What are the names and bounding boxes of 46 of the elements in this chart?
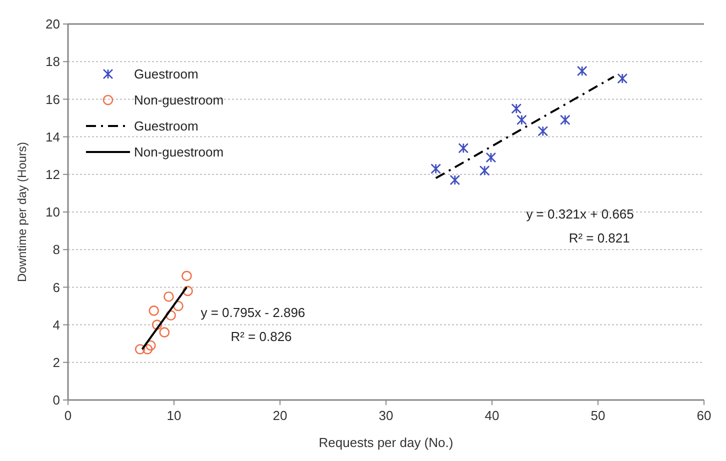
y-tick-label: 4 bbox=[52, 317, 60, 332]
annotation: y = 0.795x - 2.896 bbox=[200, 305, 306, 320]
y-tick-label: 0 bbox=[52, 392, 60, 408]
point bbox=[182, 286, 193, 296]
y-tick-label: 2 bbox=[52, 354, 60, 370]
x-tick-label: 30 bbox=[378, 408, 394, 423]
point bbox=[538, 126, 548, 136]
x-tick-label: 50 bbox=[590, 408, 606, 423]
y-tick-label: 10 bbox=[46, 204, 60, 220]
x-axis-title: Requests per day (No.) bbox=[318, 435, 454, 450]
x-tick-label: 40 bbox=[484, 408, 500, 423]
point bbox=[164, 291, 174, 302]
y-tick-label: 14 bbox=[46, 129, 60, 144]
x-tick-label: 10 bbox=[166, 408, 182, 423]
point bbox=[560, 114, 570, 126]
x-tick-label: 0 bbox=[64, 408, 72, 423]
y-axis-title: Downtime per day (Hours) bbox=[15, 142, 29, 282]
y-tick-label: 12 bbox=[46, 166, 60, 182]
point bbox=[182, 270, 192, 282]
y-tick-label: 18 bbox=[46, 54, 60, 70]
x-tick-label: 20 bbox=[272, 408, 288, 423]
point bbox=[617, 73, 628, 84]
y-tick-label: 16 bbox=[46, 92, 60, 107]
point bbox=[450, 174, 460, 186]
annotation: y = 0.321x + 0.665 bbox=[526, 206, 634, 222]
point bbox=[146, 340, 156, 351]
point bbox=[134, 344, 146, 354]
point bbox=[166, 310, 176, 321]
legend-label: Non-guestroom bbox=[134, 92, 224, 108]
y-tick-label: 20 bbox=[46, 16, 60, 32]
y-tick-label: 8 bbox=[52, 242, 60, 258]
legend-label: Guestroom bbox=[134, 118, 198, 134]
point bbox=[479, 165, 490, 176]
point bbox=[159, 327, 170, 338]
point bbox=[152, 320, 162, 330]
point bbox=[486, 152, 496, 163]
annotation: R² = 0.821 bbox=[568, 230, 630, 246]
point bbox=[458, 142, 469, 154]
point bbox=[148, 306, 160, 316]
point bbox=[430, 164, 442, 174]
x-tick-label: 60 bbox=[696, 408, 712, 423]
point bbox=[576, 66, 588, 76]
legend-label: Non-guestroom bbox=[134, 144, 224, 160]
y-tick-label: 6 bbox=[52, 280, 60, 295]
legend-label: Guestroom bbox=[134, 66, 198, 82]
annotation: R² = 0.826 bbox=[230, 329, 292, 344]
